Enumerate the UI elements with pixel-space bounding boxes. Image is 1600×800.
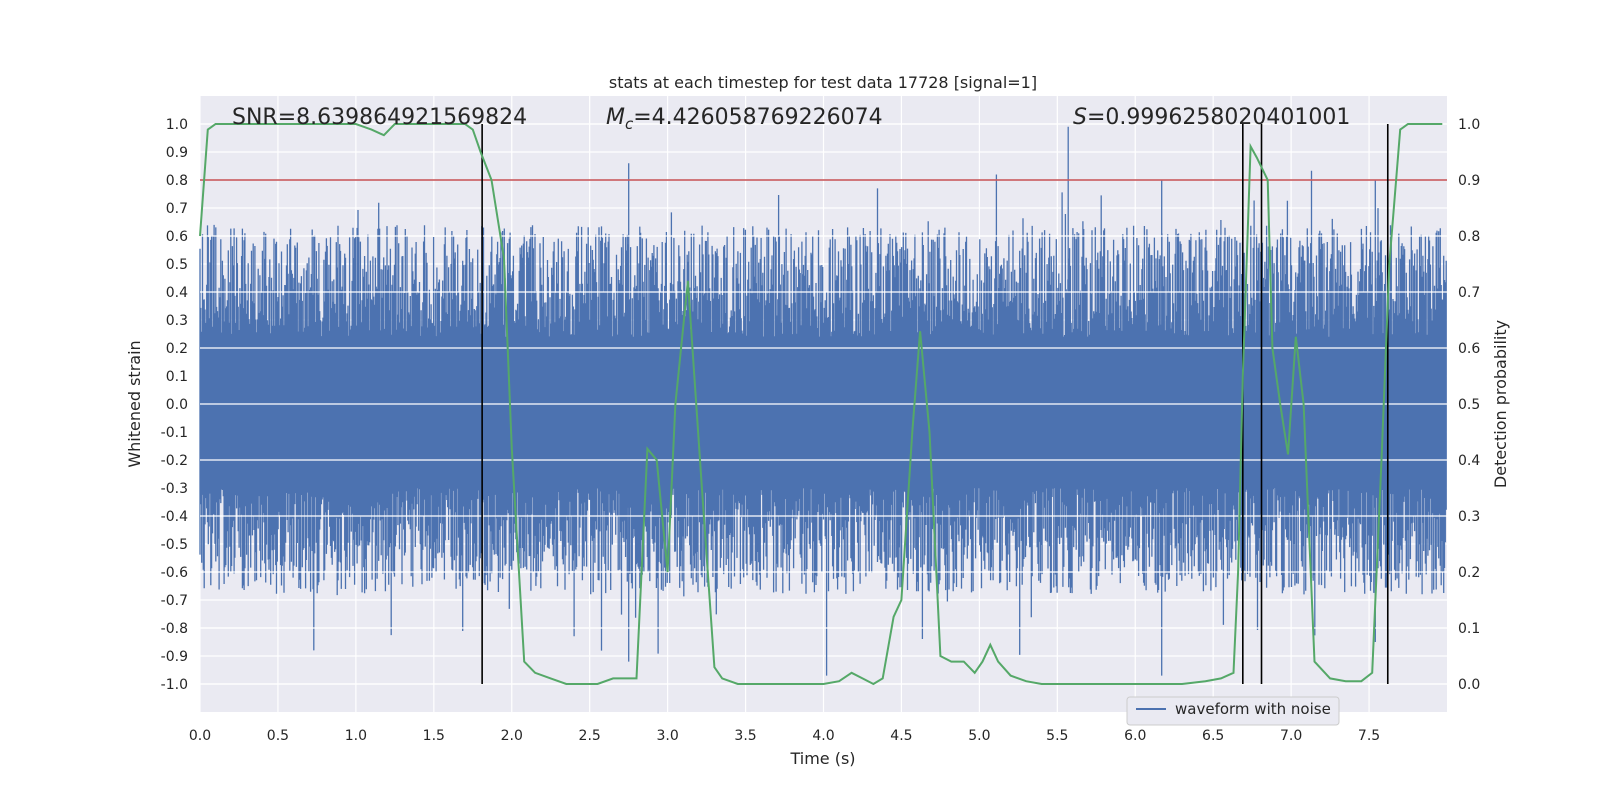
x-tick-label: 1.5 — [423, 728, 445, 744]
y-tick-label: -0.6 — [161, 565, 188, 581]
y-tick-label: -1.0 — [161, 677, 188, 693]
x-tick-label: 7.5 — [1358, 728, 1380, 744]
y2-tick-label: 0.9 — [1458, 173, 1480, 189]
y-tick-label: 0.5 — [166, 257, 188, 273]
score-annotation: S=0.9996258020401001 — [1073, 105, 1350, 130]
x-tick-label: 6.5 — [1202, 728, 1224, 744]
y-tick-label: -0.3 — [161, 481, 188, 497]
x-tick-label: 2.0 — [501, 728, 523, 744]
y-tick-label: 0.0 — [166, 397, 188, 413]
y2-tick-label: 0.4 — [1458, 453, 1480, 469]
y2-tick-label: 0.7 — [1458, 285, 1480, 301]
legend-box — [1126, 696, 1340, 726]
x-tick-label: 0.0 — [189, 728, 211, 744]
y2-tick-label: 0.0 — [1458, 677, 1480, 693]
y-tick-label: -0.4 — [161, 509, 188, 525]
y2-tick-label: 0.5 — [1458, 397, 1480, 413]
y2-axis-label: Detection probability — [1491, 320, 1510, 488]
y-tick-label: -0.8 — [161, 621, 188, 637]
y-tick-labels: 1.0 0.9 0.8 0.7 0.6 0.5 0.4 0.3 0.2 0.1 0.0 -0.1 -0.… — [161, 117, 188, 693]
y-tick-label: 0.8 — [166, 173, 188, 189]
waveform-with-noise-series — [199, 126, 1447, 676]
x-tick-label: 6.0 — [1124, 728, 1146, 744]
legend: waveform with noise — [1126, 696, 1340, 726]
y2-tick-label: 0.3 — [1458, 509, 1480, 525]
y-tick-label: -0.2 — [161, 453, 188, 469]
x-tick-label: 3.5 — [734, 728, 756, 744]
x-tick-label: 4.5 — [890, 728, 912, 744]
x-tick-label: 4.0 — [812, 728, 834, 744]
x-tick-label: 0.5 — [267, 728, 289, 744]
y2-tick-label: 0.2 — [1458, 565, 1480, 581]
waveform-trace — [199, 126, 1447, 676]
snr-annotation: SNR=8.639864921569824 — [232, 105, 527, 130]
y2-tick-label: 1.0 — [1458, 117, 1480, 133]
chirp-mass-symbol: M — [606, 105, 625, 130]
chirp-mass-subscript: c — [625, 115, 634, 133]
chirp-mass-annotation: Mc=4.426058769226074 — [606, 105, 883, 133]
y-tick-label: 0.1 — [166, 369, 188, 385]
legend-label: waveform with noise — [1175, 700, 1331, 718]
x-tick-label: 7.0 — [1280, 728, 1302, 744]
chirp-mass-value: =4.426058769226074 — [633, 105, 882, 130]
score-symbol: S — [1073, 105, 1087, 130]
x-tick-label: 2.5 — [579, 728, 601, 744]
detection-probability-line — [199, 123, 1443, 686]
y-axis-label: Whitened strain — [125, 340, 144, 467]
y-tick-label: -0.7 — [161, 593, 188, 609]
y-tick-label: 0.6 — [166, 229, 188, 245]
y-tick-label: -0.5 — [161, 537, 188, 553]
x-tick-label: 1.0 — [345, 728, 367, 744]
y-tick-label: 0.4 — [166, 285, 188, 301]
x-tick-labels: 0.0 0.5 1.0 1.5 2.0 2.5 3.0 3.5 4.0 4.5 5.0 5.5 6.0 6… — [189, 728, 1380, 744]
y-tick-label: 0.2 — [166, 341, 188, 357]
x-tick-label: 3.0 — [656, 728, 678, 744]
x-tick-label: 5.5 — [1046, 728, 1068, 744]
y-tick-label: 0.9 — [166, 145, 188, 161]
score-value: =0.9996258020401001 — [1087, 105, 1350, 130]
y-tick-label: 1.0 — [166, 117, 188, 133]
y2-tick-labels: 1.0 0.9 0.8 0.7 0.6 0.5 0.4 0.3 0.2 0.1 0.0 — [1458, 117, 1480, 693]
y-tick-label: 0.7 — [166, 201, 188, 217]
y-tick-label: 0.3 — [166, 313, 188, 329]
y2-tick-label: 0.1 — [1458, 621, 1480, 637]
x-tick-label: 5.0 — [968, 728, 990, 744]
y-tick-label: -0.9 — [161, 649, 188, 665]
y2-tick-label: 0.8 — [1458, 229, 1480, 245]
y-tick-label: -0.1 — [161, 425, 188, 441]
y2-tick-label: 0.6 — [1458, 341, 1480, 357]
x-axis-label: Time (s) — [789, 749, 855, 768]
chart-title: stats at each timestep for test data 177… — [609, 73, 1037, 92]
